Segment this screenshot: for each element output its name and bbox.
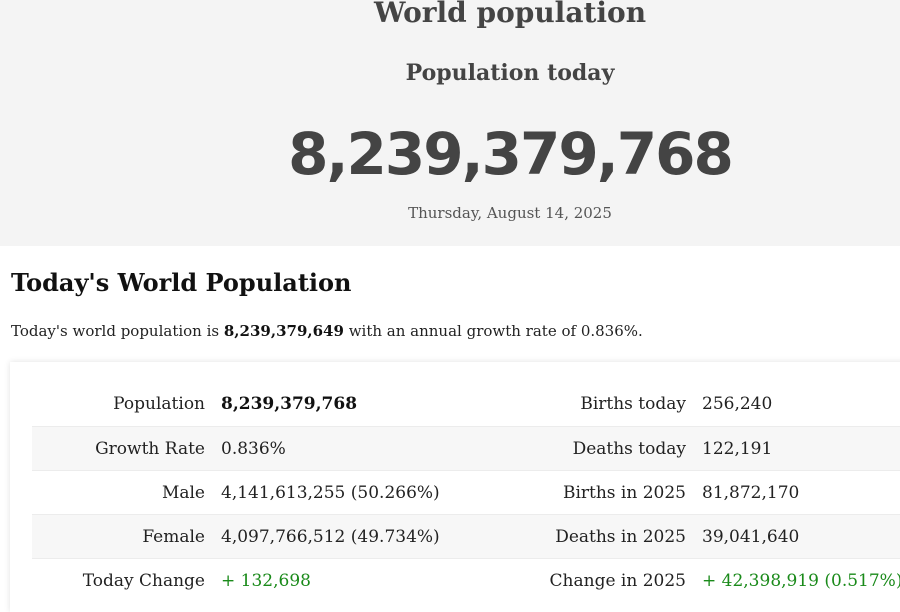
section-title: Today's World Population	[11, 268, 352, 297]
stat-value: 81,872,170	[702, 483, 800, 503]
stats-row: Today Change + 132,698 Change in 2025 + …	[32, 558, 900, 603]
stat-label: Male	[161, 483, 205, 503]
stats-row: Growth Rate 0.836% Deaths today 122,191	[32, 426, 900, 471]
stat-value: 256,240	[702, 394, 773, 414]
hero-subtitle: Population today	[405, 60, 615, 86]
stat-label: Births in 2025	[562, 483, 686, 503]
stat-value: 4,141,613,255 (50.266%)	[221, 483, 440, 503]
stat-value: 39,041,640	[702, 527, 800, 547]
stat-label: Growth Rate	[95, 439, 205, 459]
stat-label: Today Change	[82, 571, 205, 591]
stat-label: Population	[113, 394, 205, 414]
stats-row: Male 4,141,613,255 (50.266%) Births in 2…	[32, 470, 900, 515]
current-date: Thursday, August 14, 2025	[408, 204, 612, 222]
stat-value-positive: + 42,398,919 (0.517%)	[702, 571, 900, 591]
stat-value: 0.836%	[221, 439, 286, 459]
stat-value: 8,239,379,768	[221, 394, 358, 414]
stat-value: 122,191	[702, 439, 773, 459]
stat-label: Female	[142, 527, 205, 547]
population-summary: Today's world population is 8,239,379,64…	[11, 322, 643, 340]
stat-value-positive: + 132,698	[221, 571, 311, 591]
stat-label: Deaths today	[572, 439, 686, 459]
stat-value: 4,097,766,512 (49.734%)	[221, 527, 440, 547]
stat-label: Deaths in 2025	[555, 527, 686, 547]
summary-value: 8,239,379,649	[223, 322, 344, 340]
summary-prefix: Today's world population is	[11, 322, 224, 340]
hero-title: World population	[373, 0, 647, 29]
population-counter: 8,239,379,768	[288, 120, 734, 188]
stat-label: Births today	[580, 394, 686, 414]
summary-suffix: with an annual growth rate of 0.836%.	[343, 322, 643, 340]
stats-row: Population 8,239,379,768 Births today 25…	[32, 382, 900, 426]
stats-row: Female 4,097,766,512 (49.734%) Deaths in…	[32, 514, 900, 559]
stat-label: Change in 2025	[549, 571, 686, 591]
stats-table: Population 8,239,379,768 Births today 25…	[10, 362, 900, 612]
hero-banner: World population Population today 8,239,…	[0, 0, 900, 246]
